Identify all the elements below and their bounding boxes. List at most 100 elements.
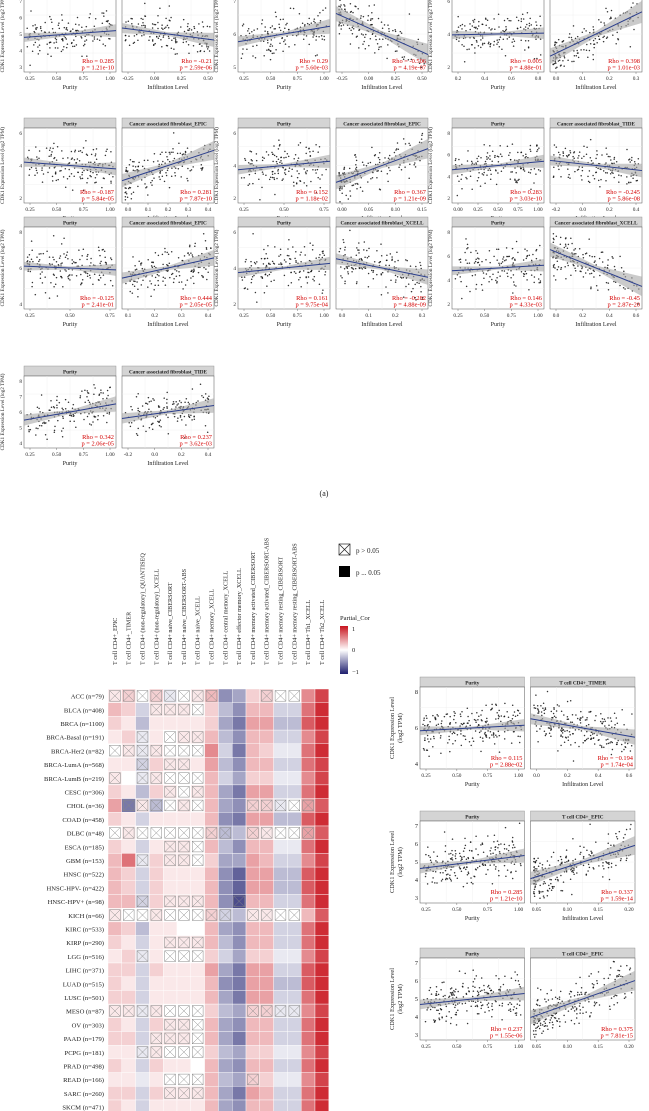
panel-meso-r20-purity-point [69, 279, 71, 281]
panel-kirc-r10-purity-point [76, 158, 79, 160]
panel-hnsc-hpv--t1-purity-point [248, 32, 251, 35]
right-panel-0-purity-point [511, 704, 514, 707]
panel-meso-r20-purity-point [75, 275, 78, 277]
panel-prad-r21-infil-point [409, 265, 412, 267]
panel-kirp-r11-infil-point [380, 170, 383, 173]
panel-tgct-r30-purity-point [40, 394, 43, 396]
panel-kirp-r11-infil-point [388, 154, 391, 157]
panel-hnsc-t0-infil-pval: p = 2.59e-06 [179, 65, 212, 72]
heatmap-cell [204, 798, 219, 813]
panel-kirp-r11-purity-point [271, 171, 274, 173]
panel-meso-r20-purity-point [80, 283, 82, 286]
panel-kirp-r11-purity-point [269, 176, 272, 178]
panel-kirc-r10-purity-point [74, 151, 76, 153]
panel-lihc-r12-infil-point [605, 147, 607, 149]
panel-hnsc-hpv--t1-purity-point [283, 40, 285, 43]
panel-tgct-r30-infil-point [178, 400, 181, 402]
panel-meso-r20-purity-point [46, 250, 48, 253]
panel-lihc-r12-infil-point [597, 179, 600, 182]
panel-tgct-r30-ytick-label: 7 [19, 395, 22, 401]
panel-lihc-r12-purity-point [511, 143, 514, 145]
panel-tgct-r30-infil-point [130, 421, 133, 424]
panel-hnsc-t0-purity-point [86, 55, 88, 57]
panel-kich-t2-infil-point [588, 49, 591, 52]
panel-kich-t2-purity-point [455, 38, 458, 41]
right-panel-0-purity-xtick-label: 0.50 [452, 773, 462, 779]
colorbar [340, 626, 348, 674]
panel-meso-r20-purity-point [87, 253, 89, 256]
panel-hnsc-t0-infil-point [193, 25, 195, 28]
panel-meso-r20-purity-point [99, 262, 101, 265]
panel-meso-r20-purity-point [53, 258, 55, 261]
panel-hnsc-t0-infil-point [148, 39, 150, 42]
panel-luad-r22-purity-point [496, 282, 498, 284]
panel-lihc-r12-infil-point [583, 145, 585, 147]
heatmap-cell [259, 812, 274, 827]
panel-kich-t2-purity-conf-band [452, 27, 544, 40]
panel-hnsc-t0-infil-point [157, 27, 159, 30]
heatmap-cell [314, 812, 330, 827]
heatmap-cell [314, 949, 330, 964]
panel-hnsc-t0-purity-point [30, 10, 32, 12]
panel-hnsc-t0-purity-point [101, 22, 104, 25]
panel-prad-r21-purity-point [263, 248, 265, 251]
panel-tgct-r30-purity-point [84, 389, 86, 392]
panel-tgct-r30-ytick-label: 8 [19, 379, 22, 385]
panel-luad-r22-purity-point [539, 244, 541, 247]
panel-hnsc-t0-infil-xtick-label: 0.00 [150, 76, 160, 82]
panel-luad-r22-purity-point [505, 259, 507, 261]
panel-tgct-r30-infil-point [150, 400, 152, 402]
heatmap-cell [245, 976, 261, 991]
right-panel-0-infil-point [566, 718, 569, 720]
panel-meso-r20-purity-point [105, 262, 107, 264]
panel-luad-r22-purity-point [530, 274, 533, 276]
panel-tgct-r30-purity-point [54, 425, 56, 428]
panel-lihc-r12-infil-point [581, 169, 584, 172]
heatmap-cell [218, 962, 233, 977]
panel-kirc-r10-purity-point [95, 148, 98, 150]
panel-meso-r20-infil-point [131, 283, 134, 286]
panel-kirc-r10-infil-point [151, 184, 153, 186]
heatmap-cell [204, 1031, 219, 1046]
panel-tgct-r30-purity-point [86, 390, 89, 392]
panel-kirc-r10-infil-point [168, 160, 171, 163]
panel-lihc-r12-infil-point [628, 159, 630, 161]
panel-hnsc-t0-purity-point [49, 47, 51, 49]
panel-lihc-r12-infil-point [626, 148, 628, 151]
panel-hnsc-t0-infil-point [161, 27, 163, 29]
key-nonsig-label: p > 0.05 [356, 547, 380, 555]
panel-prad-r21-purity-point [278, 255, 280, 257]
right-panel-0-purity-point [425, 715, 427, 717]
panel-kirp-r11-infil-point [339, 200, 341, 203]
panel-meso-r20-infil-point [192, 275, 194, 278]
panel-tgct-r30-infil-point [148, 400, 151, 403]
panel-kirp-r11-purity-point [316, 168, 319, 171]
panel-tgct-r30-infil-point [148, 426, 151, 429]
panel-luad-r22-infil-point [552, 233, 555, 235]
panel-lihc-r12-infil-point [637, 158, 640, 160]
panel-prad-r21-infil-point [386, 254, 388, 256]
panel-lihc-r12-purity-point [499, 144, 501, 147]
heatmap-cell [121, 1031, 136, 1046]
panel-prad-r21-infil-point [343, 241, 345, 244]
panel-kirc-r10-purity-point [52, 147, 54, 150]
heatmap-col-label: T cell CD4+ memory_XCELL [209, 589, 216, 665]
heatmap-cell [204, 962, 219, 977]
panel-hnsc-t0-purity-point [46, 43, 48, 45]
panel-meso-r20-infil-point [157, 279, 159, 282]
panel-prad-r21-purity-strip-title: Purity [277, 221, 292, 227]
heatmap-cell [314, 894, 330, 909]
panel-meso-r20-purity-point [90, 257, 92, 260]
panel-luad-r22-infil-point [611, 256, 613, 258]
right-panel-0-purity-point [480, 719, 483, 721]
panel-prad-r21-purity-point [288, 254, 290, 257]
panel-prad-r21-purity-point [246, 288, 249, 290]
panel-kirp-r11-infil-point [408, 142, 410, 145]
panel-hnsc-t0-purity-point [92, 40, 94, 42]
panel-kich-t2-purity-point [536, 57, 538, 60]
heatmap-cell [121, 702, 136, 717]
panel-kich-t2-purity-point [476, 41, 478, 43]
panel-luad-r22-purity-point [500, 262, 503, 265]
panel-lihc-r12-ytick-label: 4 [447, 174, 450, 180]
panel-prad-r21-purity-point [250, 260, 252, 263]
